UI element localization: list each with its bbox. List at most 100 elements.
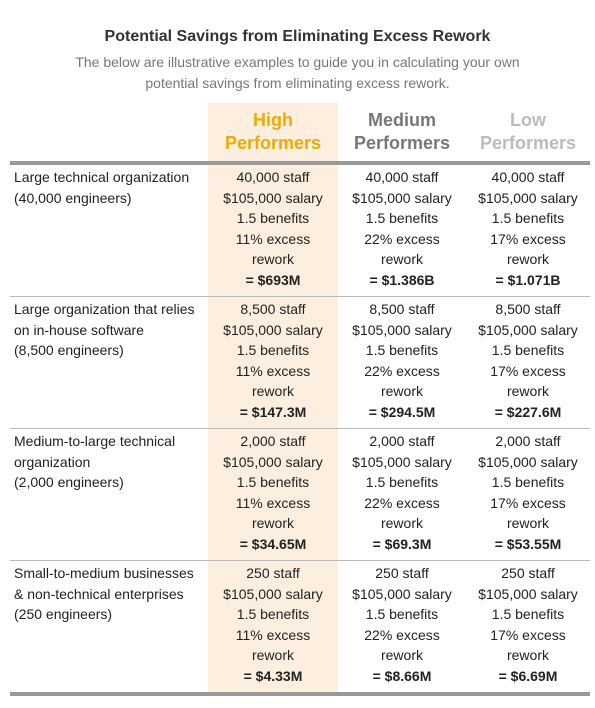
cell: 250 staff $105,000 salary 1.5 benefits 11% … (208, 562, 338, 686)
cell-line: $105,000 salary (352, 585, 452, 602)
cell-line: 17% excess (490, 362, 566, 379)
row-label-line: on in-house software (14, 321, 144, 338)
cell: 8,500 staff $105,000 salary 1.5 benefits 17… (466, 298, 590, 422)
cell-line: 8,500 staff (240, 301, 306, 317)
cell-line: = $1.071B (495, 271, 561, 288)
row-label-line: Small-to-medium businesses (14, 565, 194, 581)
header-spacer (10, 103, 208, 161)
cell-line: rework (506, 251, 549, 267)
cell-line: = $6.69M (498, 667, 558, 684)
cell-line: 11% excess (235, 362, 311, 379)
cell-line: 250 staff (246, 565, 300, 581)
row-label-line: organization (14, 453, 91, 470)
cell-line: $105,000 salary (223, 453, 323, 470)
cell-line: = $227.6M (494, 403, 562, 420)
cell-line: 22% excess (364, 494, 440, 511)
row-label-line: (2,000 engineers) (14, 474, 124, 490)
cell: 2,000 staff $105,000 salary 1.5 benefits 11… (208, 430, 338, 554)
cell-line: $105,000 salary (223, 585, 323, 602)
cell-line: 2,000 staff (369, 433, 435, 449)
row-label-line: Large organization that relies (14, 301, 195, 317)
cell-line: rework (251, 383, 294, 399)
column-header: Medium Performers (338, 103, 466, 161)
table-row: Small-to-medium businesses & non-technica… (10, 561, 590, 696)
cell-line: $105,000 salary (478, 453, 578, 470)
cell-line: = $4.33M (243, 667, 303, 684)
cell-line: = $147.3M (239, 403, 307, 420)
cell-line: $105,000 salary (223, 321, 323, 338)
cell-line: 22% excess (364, 230, 440, 247)
cell-line: 11% excess (235, 230, 311, 247)
cell-line: 8,500 staff (495, 301, 561, 317)
cell-line: 1.5 benefits (365, 210, 439, 226)
cell-line: 1.5 benefits (365, 474, 439, 490)
cell-line: 1.5 benefits (491, 474, 565, 490)
cell-line: 250 staff (375, 565, 429, 581)
cell-line: 2,000 staff (240, 433, 306, 449)
cell: 8,500 staff $105,000 salary 1.5 benefits 22… (338, 298, 466, 422)
subtitle-line: The below are illustrative examples to g… (75, 54, 520, 70)
cell-line: = $53.55M (494, 535, 562, 552)
cell-line: 1.5 benefits (236, 606, 310, 622)
cell: 40,000 staff $105,000 salary 1.5 benefits 1… (208, 166, 338, 290)
cell-line: rework (380, 383, 423, 399)
row-label-line: Medium-to-large technical (14, 433, 176, 449)
row-label: Medium-to-large technical organization (2,… (10, 430, 208, 554)
column-header: High Performers (208, 103, 338, 161)
cell: 40,000 staff $105,000 salary 1.5 benefits 1… (466, 166, 590, 290)
cell-line: rework (506, 383, 549, 399)
cell: 2,000 staff $105,000 salary 1.5 benefits 22… (338, 430, 466, 554)
column-header: Low Performers (466, 103, 590, 161)
cell: 8,500 staff $105,000 salary 1.5 benefits 11… (208, 298, 338, 422)
cell-line: 22% excess (364, 362, 440, 379)
row-label-line: (40,000 engineers) (14, 189, 132, 206)
cell-line: rework (251, 251, 294, 267)
cell-line: 1.5 benefits (491, 606, 565, 622)
cell-line: = $693M (245, 271, 301, 288)
row-label-line: (250 engineers) (14, 606, 113, 622)
header-row: High Performers Medium Performers Low Perform… (10, 103, 590, 165)
cell-line: 11% excess (235, 494, 311, 511)
cell-line: 17% excess (490, 230, 566, 247)
cell-line: 1.5 benefits (365, 606, 439, 622)
cell-line: 1.5 benefits (236, 342, 310, 358)
cell-line: $105,000 salary (223, 189, 323, 206)
column-header-line: Performers (479, 133, 577, 153)
column-header-line: Performers (224, 133, 322, 153)
cell-line: rework (506, 515, 549, 531)
subtitle-line: potential savings from eliminating exces… (145, 75, 450, 91)
cell-line: 8,500 staff (369, 301, 435, 317)
cell-line: 11% excess (235, 626, 311, 643)
subtitle: The below are illustrative examples to g… (0, 52, 595, 94)
cell-line: rework (380, 251, 423, 267)
cell: 250 staff $105,000 salary 1.5 benefits 22% … (338, 562, 466, 686)
cell-line: rework (251, 515, 294, 531)
cell: 2,000 staff $105,000 salary 1.5 benefits 17… (466, 430, 590, 554)
row-label-line: Large technical organization (14, 169, 190, 185)
cell-line: = $34.65M (239, 535, 307, 552)
cell-line: 1.5 benefits (236, 210, 310, 226)
cell-line: 1.5 benefits (491, 210, 565, 226)
row-label: Small-to-medium businesses & non-technica… (10, 562, 208, 686)
cell-line: rework (380, 515, 423, 531)
cell-line: rework (506, 647, 549, 663)
row-label-line: (8,500 engineers) (14, 342, 124, 358)
row-label: Large technical organization (40,000 engi… (10, 166, 208, 290)
cell-line: 1.5 benefits (236, 474, 310, 490)
cell-line: rework (251, 647, 294, 663)
column-header-line: Medium (367, 110, 436, 130)
cell-line: $105,000 salary (478, 189, 578, 206)
table-row: Large organization that relies on in-hous… (10, 297, 590, 429)
cell-line: rework (380, 647, 423, 663)
cell-line: 40,000 staff (491, 169, 565, 185)
cell-line: $105,000 salary (352, 453, 452, 470)
highlight-column (208, 103, 338, 696)
table: High Performers Medium Performers Low Perform… (10, 103, 590, 696)
title: Potential Savings from Eliminating Exces… (104, 28, 491, 45)
cell-line: 17% excess (490, 626, 566, 643)
column-header-line: Low (510, 110, 546, 130)
cell-line: = $1.386B (369, 271, 435, 288)
column-header-line: Performers (353, 133, 451, 153)
cell-line: $105,000 salary (478, 321, 578, 338)
column-header-line: High (253, 110, 293, 130)
